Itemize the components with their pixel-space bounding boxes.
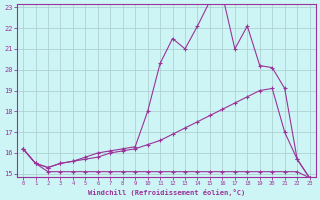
X-axis label: Windchill (Refroidissement éolien,°C): Windchill (Refroidissement éolien,°C) xyxy=(88,189,245,196)
